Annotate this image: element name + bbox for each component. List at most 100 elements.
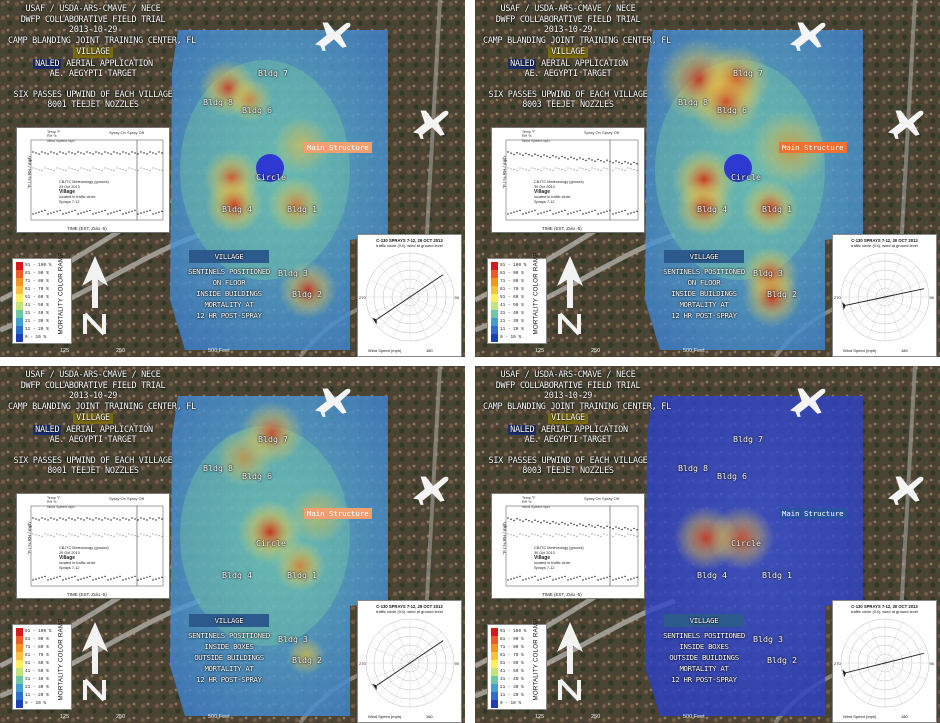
caption-line: INSIDE BUILDINGS — [196, 289, 262, 298]
mortality-hotspot — [743, 269, 801, 327]
ramp-label: 91 - 100 % — [500, 263, 527, 268]
header-line: CAMP BLANDING JOINT TRAINING CENTER, FL — [8, 35, 196, 46]
legend-entry: RH % — [522, 500, 532, 505]
main-structure-label: Main Structure — [779, 142, 847, 153]
deg-180: 180 — [901, 714, 908, 719]
header-line: DWFP COLLABORATIVE FIELD TRIAL — [20, 380, 166, 391]
ramp-label: 11 - 20 % — [500, 327, 524, 332]
caption-line: SENTINELS POSITIONED — [188, 267, 270, 276]
ramp-label: 0 - 10 % — [500, 335, 522, 340]
met-site: Village — [534, 189, 551, 195]
ramp-swatch — [491, 628, 498, 636]
ramp-swatch — [16, 262, 23, 270]
mortality-color-ramp: 91 - 100 % 81 - 90 % 71 - 80 % 61 - 70 % 51 … — [487, 618, 547, 710]
ramp-swatch — [491, 286, 498, 294]
legend-entry: Temp °F — [47, 496, 61, 500]
mortality-hotspot — [205, 176, 263, 234]
ramp-swatch — [491, 318, 498, 326]
building-label: Bldg 2 — [292, 655, 322, 665]
building-label: Bldg 4 — [222, 570, 252, 580]
aircraft-icon — [787, 12, 829, 58]
legend-entry: Temp °F — [47, 130, 61, 134]
met-xlabel: TIME (EST, Zulu -5) — [542, 226, 582, 231]
building-label: Bldg 1 — [287, 570, 317, 580]
caption-line: ON FLOOR — [212, 278, 246, 287]
aircraft-icon — [885, 466, 927, 512]
aerial-application-label: AERIAL APPLICATION — [66, 58, 153, 69]
naled-badge: NALED — [33, 424, 62, 435]
met-sprays: Sprays 7-12 — [59, 200, 80, 204]
header-line: 2013-10-29 — [68, 391, 118, 401]
met-date: 30 Oct 2013 — [534, 551, 555, 555]
legend-entry: Temp °F — [522, 130, 536, 134]
wind-speed-label: Wind Speed (mph) — [368, 348, 402, 353]
met-sprays: Sprays 7-12 — [534, 200, 555, 204]
mortality-hotspot — [227, 77, 273, 123]
ramp-swatch — [16, 700, 23, 708]
deg-270: 270 — [834, 295, 841, 300]
met-xlabel: TIME (EST, Zulu -5) — [67, 592, 107, 597]
building-label: Bldg 3 — [278, 268, 308, 278]
mortality-hotspot — [215, 429, 273, 487]
deg-90: 90 — [454, 661, 459, 666]
mortality-hotspot — [690, 66, 762, 138]
ramp-swatch — [491, 270, 498, 278]
scale-label: 250 — [116, 714, 126, 720]
deg-270: 270 — [359, 661, 366, 666]
deg-90: 90 — [929, 295, 934, 300]
ramp-label: 31 - 40 % — [25, 311, 49, 316]
main-structure-label: Main Structure — [779, 508, 847, 519]
mortality-color-ramp: 91 - 100 % 81 - 90 % 71 - 80 % 61 - 70 % 51 … — [487, 252, 547, 344]
legend-entry: Temp °F — [522, 496, 536, 500]
main-structure-label: Main Structure — [304, 142, 372, 153]
wind-rose-title: C-130 SPRAYS 7-12, 29 OCT 2013 — [376, 604, 443, 609]
trial-header: USAF / USDA-ARS-CMAVE / NECE DWFP COLLABO… — [8, 370, 196, 477]
ramp-label: 31 - 40 % — [500, 677, 524, 682]
ramp-swatch — [491, 684, 498, 692]
met-annotation: CBJTC Meteorology (ground) 29 Oct 2013 Vil… — [59, 180, 109, 205]
met-date: 29 Oct 2013 — [59, 185, 80, 189]
aircraft-icon — [312, 12, 354, 58]
met-subtitle: located in traffic circle — [59, 561, 96, 565]
ramp-label: 81 - 90 % — [500, 637, 524, 642]
met-ylabel: °F / % RH / mph — [501, 522, 507, 555]
wind-rose-title: C-130 SPRAYS 7-12, 29 OCT 2013 — [376, 238, 443, 243]
meteorology-chart: Temp °F RH % Wind Speed mph Spray On Spray … — [16, 493, 170, 599]
ramp-swatch — [16, 286, 23, 294]
caption-line: MORTALITY AT — [679, 300, 729, 309]
ramp-swatch — [491, 636, 498, 644]
ramp-label: 91 - 100 % — [25, 629, 52, 634]
met-sprays: Sprays 7-12 — [59, 566, 80, 570]
north-arrow-icon — [555, 622, 585, 706]
village-title: VILLAGE — [664, 614, 744, 627]
met-ylabel: °F / % RH / mph — [26, 156, 32, 189]
map-panel: USAF / USDA-ARS-CMAVE / NECE DWFP COLLABO… — [0, 366, 465, 723]
header-line: USAF / USDA-ARS-CMAVE / NECE — [500, 4, 636, 14]
deg-180: 180 — [901, 348, 908, 353]
passes-label: SIX PASSES UPWIND OF EACH VILLAGE — [13, 455, 173, 466]
caption-line: MORTALITY AT — [679, 664, 729, 673]
building-label: Bldg 6 — [717, 105, 747, 115]
aerial-application-label: AERIAL APPLICATION — [541, 58, 628, 69]
ramp-label: 21 - 30 % — [25, 685, 49, 690]
met-date: 29 Oct 2013 — [59, 551, 80, 555]
building-label: Bldg 7 — [258, 434, 288, 444]
ramp-swatch — [491, 668, 498, 676]
ramp-swatch — [16, 644, 23, 652]
ramp-swatch — [491, 310, 498, 318]
aircraft-icon — [312, 378, 354, 424]
ramp-label: 91 - 100 % — [500, 629, 527, 634]
spray-off-label: Spray Off — [127, 496, 144, 501]
panel-caption: VILLAGE SENTINELS POSITIONED ON FLOOR INSID… — [181, 250, 277, 321]
building-label: Bldg 3 — [753, 634, 783, 644]
aerial-application-label: AERIAL APPLICATION — [541, 424, 628, 435]
wind-rose-subtitle: traffic circle (X4), wind at ground leve… — [851, 609, 918, 614]
spray-on-label: Spray On — [109, 496, 126, 501]
wind-rose: C-130 SPRAYS 7-12, 29 OCT 2013 traffic ci… — [357, 234, 462, 357]
met-site: Village — [59, 555, 76, 561]
met-subtitle: located in traffic circle — [534, 195, 571, 199]
ramp-label: 81 - 90 % — [25, 637, 49, 642]
aircraft-icon — [410, 100, 452, 146]
header-line: USAF / USDA-ARS-CMAVE / NECE — [500, 370, 636, 380]
caption-line: 12 HR POST-SPRAY — [196, 675, 262, 684]
